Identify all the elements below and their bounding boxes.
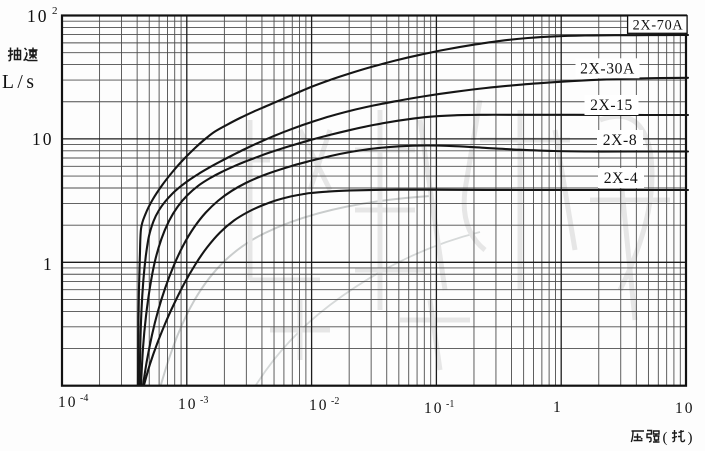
svg-text:-2: -2 [331, 396, 339, 407]
svg-text:2X-8: 2X-8 [603, 132, 637, 149]
svg-text:10: 10 [32, 129, 54, 149]
svg-text:10: 10 [309, 397, 329, 414]
svg-text:2X-30A: 2X-30A [580, 60, 635, 77]
svg-text:-1: -1 [446, 399, 454, 410]
svg-text:2X-15: 2X-15 [590, 97, 633, 114]
svg-text:10: 10 [675, 400, 695, 417]
svg-text:2X-4: 2X-4 [604, 170, 638, 187]
svg-text:L/s: L/s [2, 72, 37, 93]
svg-text:(: ( [663, 430, 668, 446]
svg-text:10: 10 [178, 396, 198, 413]
svg-text:2X-70A: 2X-70A [633, 17, 684, 33]
svg-text:-4: -4 [80, 393, 88, 404]
svg-text:): ) [688, 430, 693, 446]
svg-text:2: 2 [52, 5, 58, 17]
svg-text:10: 10 [424, 400, 444, 417]
svg-text:10: 10 [58, 394, 78, 411]
svg-text:10: 10 [27, 6, 49, 26]
svg-text:1: 1 [553, 399, 563, 416]
svg-text:-3: -3 [200, 395, 208, 406]
svg-text:1: 1 [43, 254, 54, 274]
